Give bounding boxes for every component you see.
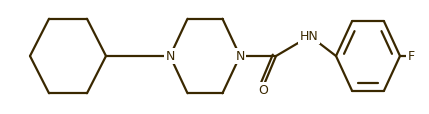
- Text: HN: HN: [299, 30, 318, 43]
- Text: F: F: [408, 50, 414, 63]
- Text: N: N: [236, 50, 245, 63]
- Text: N: N: [165, 50, 175, 63]
- Text: O: O: [258, 84, 268, 97]
